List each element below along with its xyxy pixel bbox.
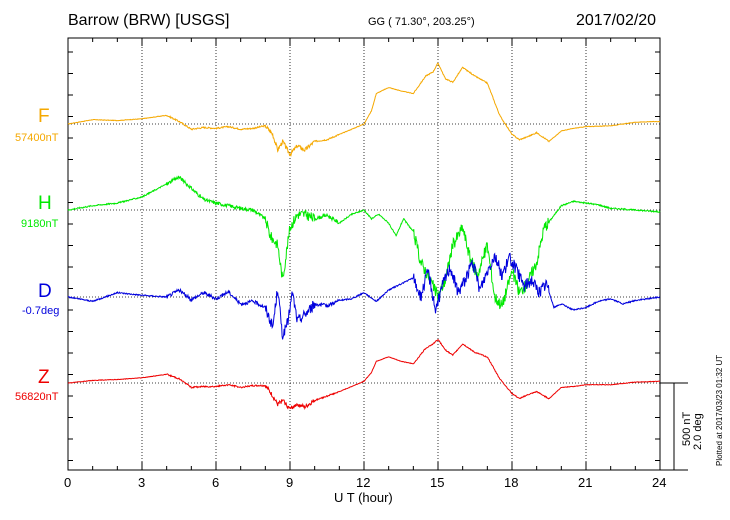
x-tick-label: 3 [138,475,146,490]
series-line-h [67,175,661,310]
x-tick-label: 6 [212,475,220,490]
baseline-label-f: 57400nT [15,132,59,144]
baseline-label-h: 9180nT [21,218,59,230]
series-label-f: F [38,106,50,127]
x-tick-label: 0 [64,475,72,490]
series-layer [67,62,661,410]
series-label-z: Z [38,367,50,388]
baseline-label-z: 56820nT [15,391,59,403]
baseline-label-d: -0.7deg [22,305,60,317]
x-tick-label: 24 [652,475,667,490]
x-tick-label: 15 [430,475,445,490]
station-coordinates: GG ( 71.30°, 203.25°) [368,16,475,28]
x-axis-label: U T (hour) [334,490,393,505]
x-tick-label: 9 [286,475,294,490]
series-label-h: H [38,193,52,214]
series-line-z [67,338,661,410]
series-line-d [67,252,661,340]
station-title: Barrow (BRW) [USGS] [68,12,230,29]
x-tick-label: 18 [504,475,519,490]
plotted-timestamp: Plotted at 2017/03/23 01:32 UT [715,354,724,466]
grid [68,38,660,470]
scale-deg-label: 2.0 deg [692,413,704,450]
x-tick-label: 21 [578,475,593,490]
plot-date: 2017/02/20 [576,12,657,29]
x-tick-label: 12 [356,475,371,490]
tick-marks [67,38,661,470]
series-label-d: D [38,281,52,302]
series-line-f [67,62,661,157]
